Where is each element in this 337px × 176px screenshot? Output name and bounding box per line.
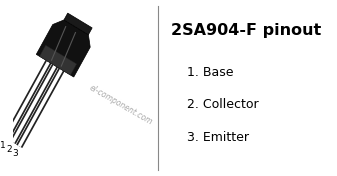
- Text: 1: 1: [0, 141, 5, 150]
- Text: 1. Base: 1. Base: [187, 66, 233, 79]
- Text: 2: 2: [6, 145, 12, 154]
- Polygon shape: [39, 45, 76, 75]
- Text: 3. Emitter: 3. Emitter: [187, 131, 249, 144]
- Polygon shape: [36, 20, 90, 77]
- Text: 2. Collector: 2. Collector: [187, 98, 258, 111]
- Polygon shape: [64, 13, 92, 35]
- Text: el-component.com: el-component.com: [88, 83, 154, 127]
- Text: 2SA904-F pinout: 2SA904-F pinout: [171, 23, 321, 38]
- Text: 3: 3: [12, 149, 18, 158]
